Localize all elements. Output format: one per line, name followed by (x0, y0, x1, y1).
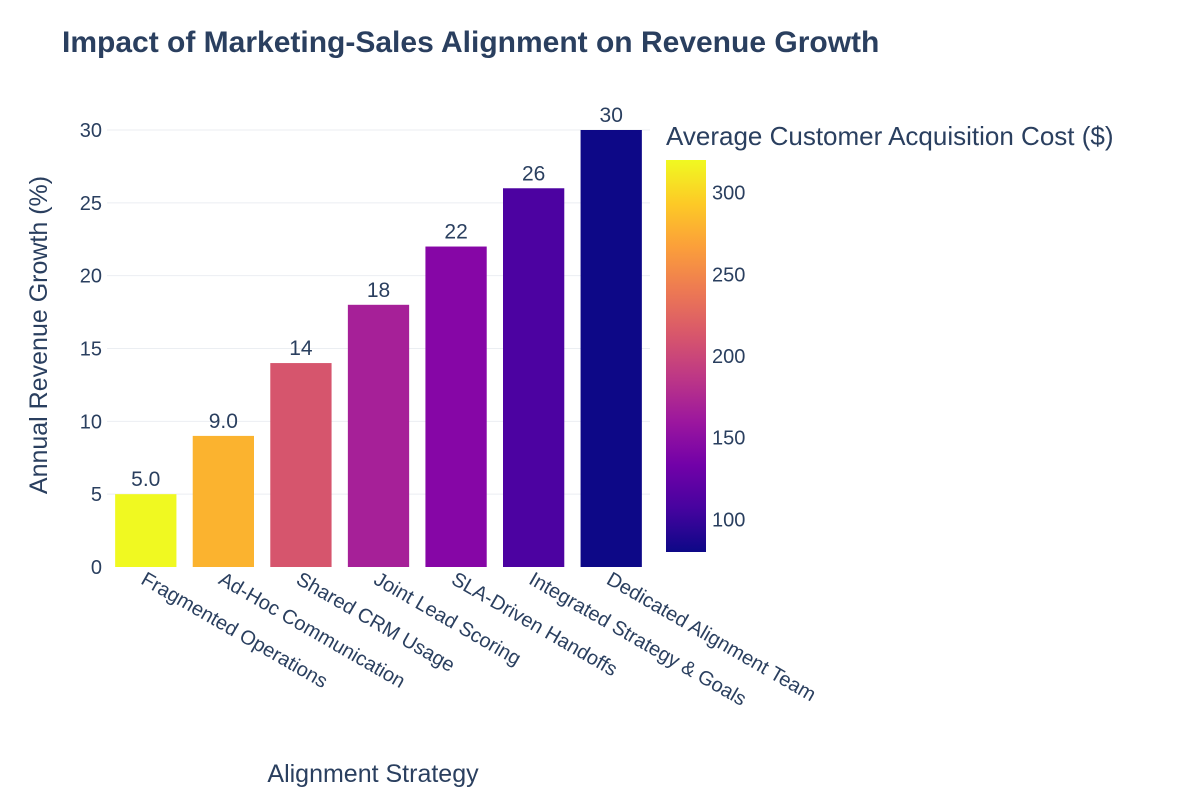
bar-value-label: 30 (600, 104, 623, 127)
bar[interactable] (503, 188, 565, 567)
bar[interactable] (270, 363, 332, 567)
bar[interactable] (425, 246, 487, 568)
colorbar-ticks: 100 150 200 250 300 (712, 183, 745, 532)
bar-value-labels: 5.0 9.0 14 18 22 26 30 (131, 104, 623, 491)
bar[interactable] (580, 130, 642, 567)
chart-title: Impact of Marketing-Sales Alignment on R… (62, 26, 879, 59)
y-axis-title: Annual Revenue Growth (%) (25, 176, 53, 494)
x-axis-title: Alignment Strategy (267, 760, 479, 788)
bar-value-label: 5.0 (131, 468, 160, 491)
colorbar-tick-label: 150 (712, 428, 745, 450)
colorbar-tick-label: 100 (712, 509, 745, 531)
y-tick-label: 5 (91, 484, 102, 506)
colorbar-tick-label: 250 (712, 264, 745, 286)
bar-value-label: 14 (289, 337, 313, 360)
colorbar-tick-label: 300 (712, 183, 745, 205)
bars (115, 130, 642, 568)
y-tick-label: 25 (80, 193, 102, 215)
y-tick-label: 10 (80, 411, 102, 433)
colorbar-tick-label: 200 (712, 346, 745, 368)
colorbar (666, 160, 706, 552)
bar[interactable] (347, 304, 410, 567)
y-tick-label: 30 (80, 120, 102, 142)
bar[interactable] (115, 494, 177, 567)
y-tick-label: 0 (91, 557, 102, 579)
colorbar-title: Average Customer Acquisition Cost ($) (666, 121, 1114, 151)
y-axis-ticks: 0 5 10 15 20 25 30 (80, 120, 102, 579)
y-tick-label: 20 (80, 266, 102, 288)
bar-value-label: 9.0 (209, 410, 238, 433)
bar-value-label: 18 (367, 279, 390, 302)
bar[interactable] (192, 435, 254, 567)
bar-value-label: 26 (522, 162, 545, 185)
bar-value-label: 22 (444, 221, 467, 244)
y-tick-label: 15 (80, 339, 102, 361)
